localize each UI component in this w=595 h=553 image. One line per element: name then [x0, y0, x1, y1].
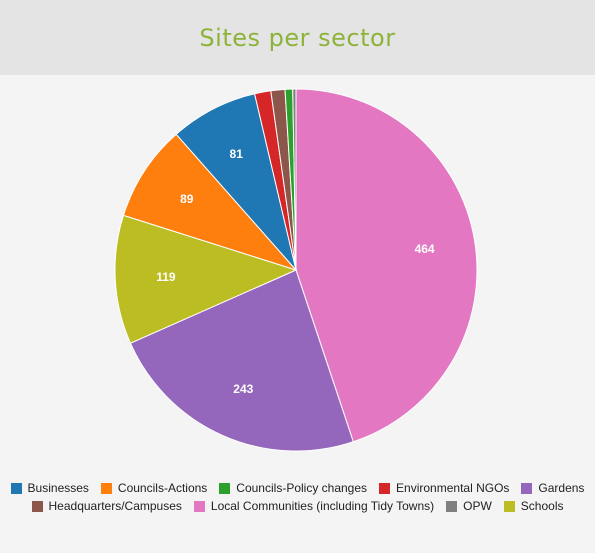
legend-item[interactable]: Councils-Actions: [100, 481, 208, 495]
legend-label: Schools: [520, 499, 564, 513]
legend-swatch: [379, 482, 391, 494]
legend-swatch: [521, 482, 533, 494]
legend-item[interactable]: Environmental NGOs: [379, 481, 509, 495]
legend-label: OPW: [463, 499, 492, 513]
pie-slice-local-communities-including-tidy-towns[interactable]: [295, 88, 478, 443]
legend-item[interactable]: Councils-Policy changes: [219, 481, 367, 495]
legend-swatch: [503, 500, 515, 512]
legend-swatch: [10, 482, 22, 494]
legend-row: Headquarters/Campuses Local Communities (…: [0, 499, 595, 513]
pie-slice-gardens[interactable]: [129, 269, 354, 452]
legend-label: Businesses: [27, 481, 89, 495]
chart-legend: Businesses Councils-Actions Councils-Polic…: [0, 481, 595, 517]
legend-item[interactable]: Gardens: [521, 481, 584, 495]
legend-item[interactable]: OPW: [446, 499, 492, 513]
legend-swatch: [100, 482, 112, 494]
legend-swatch: [219, 482, 231, 494]
legend-label: Headquarters/Campuses: [48, 499, 182, 513]
legend-item[interactable]: Businesses: [10, 481, 89, 495]
legend-label: Local Communities (including Tidy Towns): [210, 499, 435, 513]
chart-header: Sites per sector: [0, 0, 595, 75]
legend-label: Councils-Actions: [117, 481, 208, 495]
legend-row: Businesses Councils-Actions Councils-Polic…: [0, 481, 595, 495]
legend-item[interactable]: Schools: [503, 499, 564, 513]
legend-item[interactable]: Local Communities (including Tidy Towns): [193, 499, 435, 513]
legend-swatch: [31, 500, 43, 512]
legend-swatch: [193, 500, 205, 512]
pie-slice-councils-actions[interactable]: [122, 133, 298, 272]
legend-label: Environmental NGOs: [396, 481, 510, 495]
pie-data-label: 243: [233, 382, 253, 396]
legend-swatch: [446, 500, 458, 512]
pie-slice-opw[interactable]: [292, 88, 297, 271]
pie-slice-schools[interactable]: [114, 214, 298, 344]
pie-data-label: 89: [180, 192, 194, 206]
chart-title: Sites per sector: [199, 23, 396, 52]
legend-item[interactable]: Headquarters/Campuses: [31, 499, 182, 513]
pie-data-label: 119: [156, 270, 176, 284]
legend-label: Councils-Policy changes: [236, 481, 368, 495]
legend-label: Gardens: [538, 481, 585, 495]
pie-data-label: 81: [230, 147, 244, 161]
pie-data-label: 464: [415, 242, 435, 256]
